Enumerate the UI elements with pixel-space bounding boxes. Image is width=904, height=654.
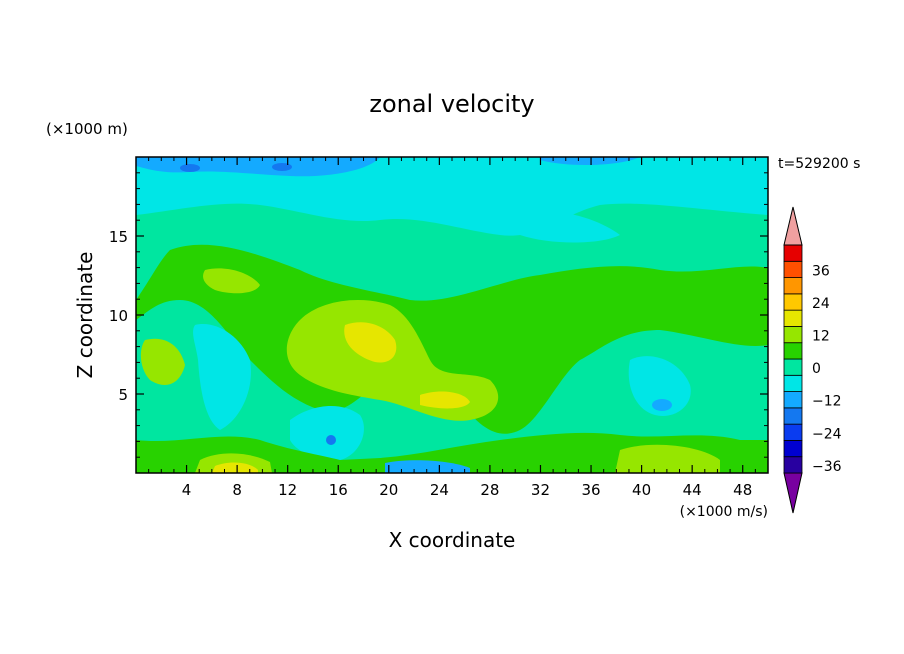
colorbar-extend-low [783, 472, 803, 514]
field-region-blue-top2 [540, 157, 640, 166]
time-label: t=529200 s [778, 156, 860, 172]
field-region-cyan-mid [520, 211, 620, 243]
field-region-blue-bottom [385, 460, 470, 473]
field-region-cyan-left [193, 324, 251, 430]
colorbar-extend-high [783, 206, 803, 246]
colorbar-box [783, 391, 803, 409]
field-region-blue-right [652, 399, 672, 411]
field-region-blue-dot1 [180, 164, 200, 172]
x-tick-label: 44 [683, 481, 702, 499]
colorbar-label: −36 [812, 459, 842, 475]
x-tick-label: 16 [329, 481, 348, 499]
colorbar-box [783, 326, 803, 344]
velocity-field [136, 157, 768, 473]
colorbar-box [783, 374, 803, 392]
colorbar-box [783, 342, 803, 360]
x-tick-label: 12 [278, 481, 297, 499]
field-region-blue-top [136, 157, 380, 177]
x-tick-label: 36 [581, 481, 600, 499]
field-region-blue-dot2 [272, 163, 292, 171]
x-tick-label: 40 [632, 481, 651, 499]
colorbar-box [783, 293, 803, 311]
colorbar-box [783, 260, 803, 278]
field-region-cyan-bottom-center [290, 405, 364, 461]
field-region-cyan-top [136, 157, 768, 236]
field-region-green-bottom [136, 432, 768, 473]
colorbar-box [783, 244, 803, 262]
x-axis-label: X coordinate [389, 528, 516, 552]
field-region-yellowgreen-center [286, 300, 499, 421]
field-region-green-band [136, 244, 768, 434]
field-region-cyan-right [628, 356, 691, 416]
x-tick-label: 24 [430, 481, 449, 499]
field-region-blue-spot [326, 435, 336, 445]
field-region-yellowgreen-lower-left [140, 338, 185, 385]
colorbar-label: 36 [812, 263, 830, 279]
field-region-yellow-bottom-left [212, 462, 258, 473]
chart-title: zonal velocity [369, 90, 534, 118]
x-tick-label: 32 [531, 481, 550, 499]
x-tick-label: 4 [182, 481, 192, 499]
y-tick-label: 10 [109, 307, 128, 325]
colorbar-box [783, 309, 803, 327]
x-tick-label: 48 [733, 481, 752, 499]
colorbar-label: 0 [812, 361, 821, 377]
x-tick-label: 28 [480, 481, 499, 499]
x-units-label: (×1000 m/s) [680, 504, 768, 520]
y-axis-label: Z coordinate [73, 252, 97, 379]
y-tick-label: 15 [109, 228, 128, 246]
field-region-yellow-center2 [420, 391, 470, 409]
colorbar-box [783, 440, 803, 458]
colorbar-box [783, 407, 803, 425]
colorbar-label: 12 [812, 329, 830, 345]
colorbar: 36 24 12 0 −12 −24 −36 [783, 206, 842, 514]
colorbar-box [783, 456, 803, 474]
x-tick-label: 20 [379, 481, 398, 499]
y-tick-label: 5 [118, 386, 128, 404]
colorbar-box [783, 423, 803, 441]
field-region-yellow-center [344, 322, 397, 363]
colorbar-box [783, 277, 803, 295]
field-region-yellowgreen-left [203, 268, 260, 294]
colorbar-label: −24 [812, 426, 842, 442]
colorbar-label: 24 [812, 296, 830, 312]
x-tick-label: 8 [232, 481, 242, 499]
colorbar-box [783, 358, 803, 376]
y-units-label: (×1000 m) [46, 120, 128, 138]
colorbar-label: −12 [812, 394, 842, 410]
